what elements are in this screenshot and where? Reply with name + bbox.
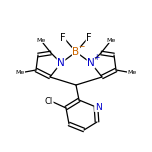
Text: Cl: Cl [45, 97, 53, 107]
Text: N: N [87, 58, 95, 68]
Text: Me: Me [36, 38, 46, 43]
Text: Me: Me [15, 69, 25, 74]
Text: N: N [57, 58, 65, 68]
Text: −: − [78, 43, 84, 52]
Text: Me: Me [127, 69, 137, 74]
Text: N: N [95, 102, 101, 112]
Text: Me: Me [106, 38, 116, 43]
Text: F: F [60, 33, 66, 43]
Text: F: F [86, 33, 92, 43]
Text: +: + [93, 54, 99, 62]
Text: B: B [73, 47, 79, 57]
